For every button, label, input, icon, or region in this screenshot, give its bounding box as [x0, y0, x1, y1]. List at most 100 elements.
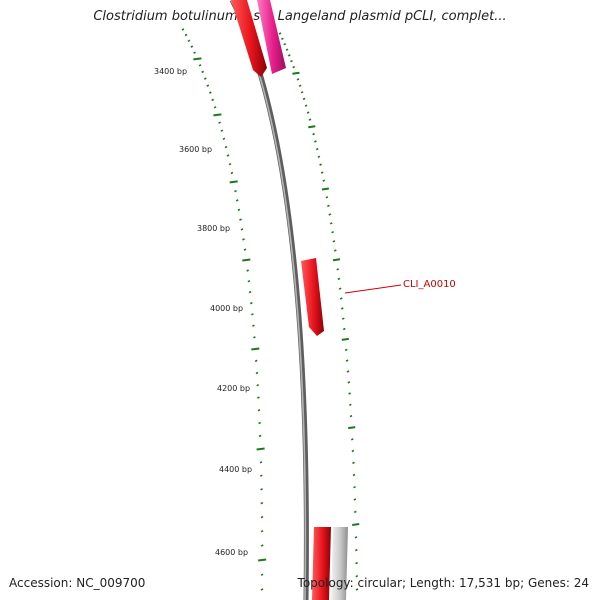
outer-tick-mark	[292, 71, 300, 75]
inner-tick-mark	[235, 199, 239, 202]
outer-tick-mark	[354, 548, 358, 552]
outer-tick-mark	[353, 510, 357, 514]
outer-tick-mark	[296, 78, 300, 81]
inner-tick-mark	[230, 171, 234, 175]
outer-tick-mark	[315, 147, 319, 151]
outer-tick-mark	[302, 97, 306, 101]
inner-tick-mark	[187, 39, 191, 43]
inner-tick-mark	[253, 336, 256, 339]
inner-tick-mark	[206, 84, 210, 87]
outer-dotted-ring	[278, 32, 360, 591]
inner-tick-mark	[234, 189, 237, 193]
gene-label-CLI_A0010[interactable]: CLI_A0010	[403, 279, 456, 290]
outer-tick-mark	[292, 65, 296, 69]
outer-tick-mark	[350, 438, 354, 441]
gene-arrow-red-top[interactable]	[231, 0, 267, 77]
inner-tick-mark	[181, 28, 185, 31]
outer-tick-mark	[306, 111, 310, 114]
outer-tick-mark	[352, 461, 355, 465]
inner-tick-mark	[226, 154, 230, 157]
map-title: Clostridium botulinum F str. Langeland p…	[93, 9, 507, 24]
outer-tick-mark	[319, 163, 322, 166]
outer-tick-mark	[349, 414, 353, 418]
outer-tick-mark	[353, 498, 357, 501]
outer-tick-mark	[333, 249, 337, 252]
plasmid-backbone-highlight	[230, 0, 307, 600]
accession-label: Accession: NC_009700	[9, 576, 146, 590]
callout-line-CLI_A0010	[344, 284, 402, 294]
tick-label-3400: 3400 bp	[154, 67, 187, 76]
outer-tick-mark	[332, 258, 341, 262]
inner-tick-mark	[239, 218, 242, 221]
inner-tick-mark	[257, 396, 260, 399]
inner-tick-mark	[213, 106, 217, 109]
inner-tick-mark	[251, 347, 260, 351]
inner-tick-mark	[220, 129, 224, 132]
outer-tick-mark	[336, 268, 340, 271]
plasmid-backbone	[229, 0, 309, 600]
tick-labels: 3400 bp 3600 bp 3800 bp 4000 bp 4200 bp …	[154, 67, 252, 557]
outer-tick-mark	[300, 91, 304, 94]
inner-tick-mark	[193, 51, 196, 54]
outer-tick-mark	[341, 317, 345, 320]
inner-tick-mark	[255, 371, 259, 375]
inner-tick-mark	[257, 408, 261, 412]
gene-arrow-gray-bottom[interactable]	[331, 527, 348, 600]
inner-tick-mark	[237, 208, 241, 212]
outer-tick-mark	[304, 104, 308, 107]
tick-label-4200: 4200 bp	[217, 384, 250, 393]
inner-tick-mark	[229, 180, 238, 184]
outer-tick-mark	[354, 536, 358, 539]
inner-tick-mark	[256, 447, 265, 451]
inner-tick-mark	[258, 434, 262, 438]
inner-tick-mark	[211, 98, 215, 102]
outer-tick-mark	[283, 42, 287, 46]
gene-arrow-red-bottom[interactable]	[312, 527, 331, 600]
inner-tick-mark	[218, 121, 221, 124]
inner-tick-mark	[256, 383, 260, 387]
inner-tick-mark	[260, 588, 264, 591]
inner-tick-mark	[252, 324, 255, 327]
outer-tick-mark	[346, 370, 350, 373]
inner-tick-mark	[251, 313, 254, 316]
outer-tick-mark	[337, 277, 341, 281]
outer-tick-mark	[285, 48, 289, 51]
inner-tick-mark	[248, 290, 252, 294]
inner-tick-mark	[259, 474, 263, 477]
inner-tick-mark	[201, 70, 205, 74]
outer-tick-mark	[355, 574, 359, 578]
outer-tick-mark	[353, 485, 356, 489]
gene-arrow-CLI_A0010[interactable]	[301, 258, 324, 336]
inner-tick-mark	[193, 57, 202, 61]
inner-tick-mark	[184, 33, 188, 37]
tick-label-3600: 3600 bp	[179, 145, 212, 154]
inner-tick-mark	[242, 238, 245, 241]
outer-tick-mark	[345, 359, 349, 362]
inner-tick-mark	[243, 248, 247, 251]
outer-tick-mark	[332, 240, 336, 243]
gene-arrow-pink-top[interactable]	[257, 0, 286, 74]
outer-tick-mark	[281, 37, 284, 41]
outer-tick-mark	[290, 59, 293, 63]
inner-tick-mark	[208, 91, 212, 94]
outer-tick-mark	[320, 171, 324, 174]
outer-tick-mark	[348, 426, 356, 430]
inner-tick-mark	[228, 162, 232, 166]
outer-tick-mark	[308, 125, 316, 129]
outer-tick-mark	[331, 230, 334, 234]
outer-tick-mark	[322, 179, 326, 182]
outer-tick-mark	[327, 204, 330, 208]
inner-tick-mark	[260, 573, 264, 576]
outer-tick-mark	[351, 449, 355, 453]
outer-tick-mark	[325, 196, 329, 199]
outer-tick-mark	[312, 132, 315, 136]
inner-tick-mark	[213, 113, 222, 117]
outer-tick-mark	[352, 473, 356, 477]
tick-label-4000: 4000 bp	[210, 304, 243, 313]
inner-tick-mark	[260, 529, 264, 533]
inner-tick-mark	[190, 45, 194, 48]
inner-tick-mark	[249, 301, 253, 305]
inner-tick-mark	[242, 258, 251, 262]
tick-label-4400: 4400 bp	[219, 465, 252, 474]
outer-tick-mark	[352, 523, 360, 526]
